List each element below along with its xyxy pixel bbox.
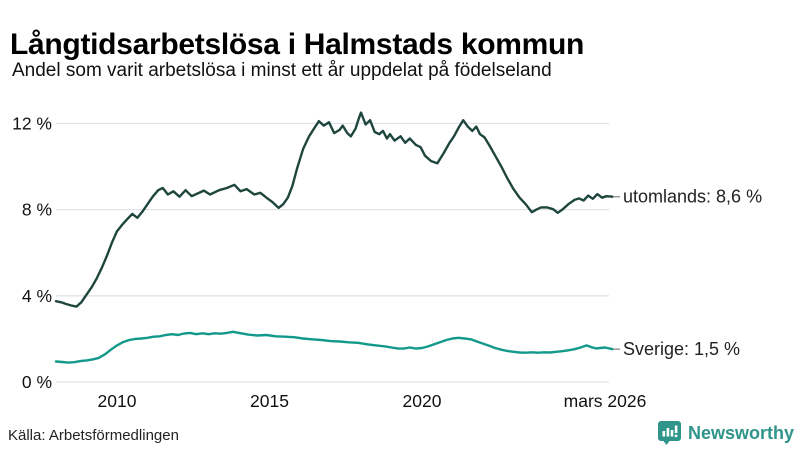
series-line-utomlands — [54, 111, 614, 308]
end-label-sverige: Sverige: 1,5 % — [623, 339, 740, 359]
newsworthy-wordmark: Newsworthy — [687, 422, 794, 443]
y-tick-label: 12 % — [12, 113, 52, 133]
y-tick-label: 0 % — [22, 372, 52, 392]
series-lines — [54, 111, 614, 364]
newsworthy-logo[interactable]: Newsworthy — [657, 420, 794, 446]
y-axis-tick-labels: 12 % 8 % 4 % 0 % — [12, 113, 52, 392]
y-tick-label: 8 % — [22, 200, 52, 220]
x-tick-label: mars 2026 — [564, 391, 647, 411]
x-tick-label: 2015 — [250, 391, 289, 411]
chart-title: Långtidsarbetslösa i Halmstads kommun — [10, 28, 585, 62]
series-end-labels: utomlands: 8,6 % Sverige: 1,5 % — [613, 187, 762, 359]
source-note: Källa: Arbetsförmedlingen — [8, 427, 179, 444]
x-axis-tick-labels: 2010 2015 2020 mars 2026 — [98, 391, 647, 411]
end-label-utomlands: utomlands: 8,6 % — [623, 187, 762, 207]
gridlines — [56, 122, 609, 383]
y-tick-label: 4 % — [22, 286, 52, 306]
chart-subtitle: Andel som varit arbetslösa i minst ett å… — [12, 60, 552, 81]
series-line-sverige — [54, 330, 614, 364]
x-tick-label: 2020 — [403, 391, 442, 411]
newsworthy-chart-bubble-icon — [657, 421, 681, 445]
x-tick-label: 2010 — [98, 391, 137, 411]
